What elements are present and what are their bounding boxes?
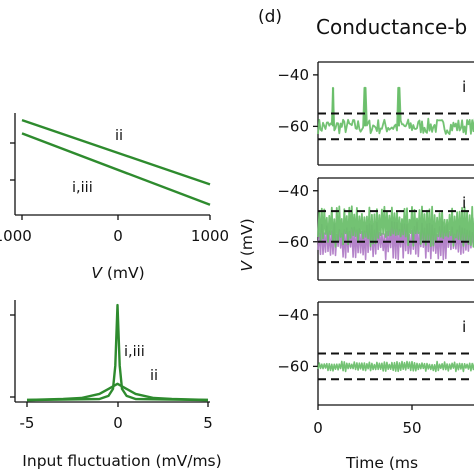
trace-ytick-label: −60	[277, 233, 309, 251]
left-top-series	[21, 118, 211, 206]
trace-panel-label: i	[462, 194, 466, 212]
left-top-xtick: 1000	[191, 227, 229, 245]
panel-label: (d)	[258, 7, 282, 27]
trace-iii-series-1	[317, 360, 474, 373]
chart-title: Conductance-b	[316, 15, 467, 39]
trace-ytick-label: −40	[277, 66, 309, 84]
left-top-xtick: -1000	[0, 227, 32, 245]
trace-panel-i: −40 −60 i	[277, 61, 474, 166]
left-top-line-2	[21, 132, 211, 206]
trace-ytick-label: −40	[277, 306, 309, 324]
left-bottom-xtick: -5	[20, 414, 35, 432]
trace-i-series-1	[317, 86, 474, 136]
left-bottom-xtick: 0	[113, 414, 123, 432]
left-bottom-series	[26, 303, 209, 402]
left-top-annotation-ii: ii	[115, 128, 123, 144]
trace-panel-label: i	[462, 78, 466, 96]
trace-iii-xlabel: Time (ms	[345, 454, 418, 472]
trace-panel-iii: −40 −60 i	[277, 301, 474, 410]
trace-iii-xtick: 50	[402, 419, 421, 437]
left-top-line-1	[21, 118, 211, 186]
left-top-xlabel: V (mV)	[91, 264, 144, 282]
left-top-axes	[10, 113, 211, 220]
trace-ytick-label: −60	[277, 357, 309, 375]
trace-panel-label: i	[462, 318, 466, 336]
left-bottom-xtick: 5	[203, 414, 213, 432]
left-bottom-axes	[10, 300, 210, 407]
trace-ii-series-2	[317, 205, 474, 248]
left-top-annotation-i-iii: i,iii	[72, 180, 93, 196]
left-bottom-annotation-i-iii: i,iii	[124, 344, 145, 360]
left-bottom-annotation-ii: ii	[150, 368, 158, 384]
right-ylabel: V (mV)	[238, 218, 256, 271]
left-bottom-xlabel: Input fluctuation (mV/ms)	[22, 452, 221, 470]
trace-iii-xtick: 0	[313, 419, 323, 437]
left-bottom-line-1	[26, 303, 209, 402]
left-bottom-line-2	[26, 382, 209, 402]
trace-panel-ii: −40 −60 i	[277, 177, 474, 281]
trace-ytick-label: −60	[277, 117, 309, 135]
left-top-xtick: 0	[113, 227, 123, 245]
trace-ytick-label: −40	[277, 182, 309, 200]
